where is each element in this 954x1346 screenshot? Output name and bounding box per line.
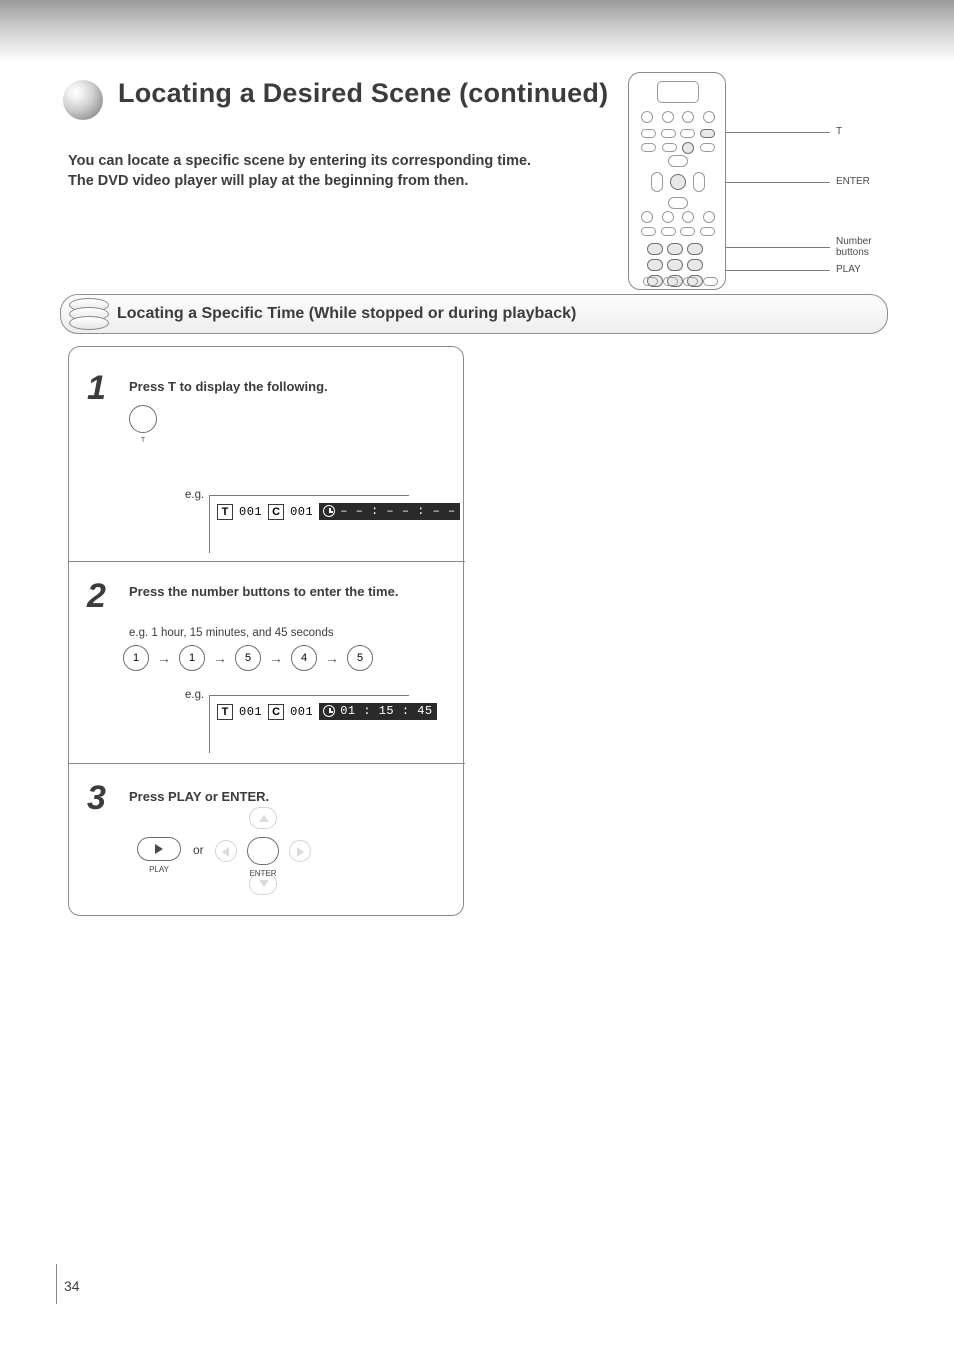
play-label: PLAY <box>137 865 181 874</box>
disc-stack-icon <box>69 298 109 330</box>
osd-title-num: 001 <box>239 505 262 519</box>
section-bar-text: Locating a Specific Time (While stopped … <box>117 305 576 323</box>
c-icon: C <box>268 504 284 520</box>
top-gradient <box>0 0 954 62</box>
steps-column: 1 Press T to display the following. T e.… <box>68 346 464 916</box>
page-subtitle: You can locate a specific scene by enter… <box>68 152 568 191</box>
leader-line <box>726 270 830 271</box>
osd-chapter-num: 001 <box>290 705 313 719</box>
t-button-icon <box>129 405 157 433</box>
sphere-bullet <box>63 80 103 120</box>
step-2-eg-a: e.g. 1 hour, 15 minutes, and 45 seconds <box>129 627 334 639</box>
numkey-icon: 5 <box>347 645 373 671</box>
step-1-osd: T 001 C 001 – – : – – : – – <box>217 503 460 520</box>
numkey-icon: 1 <box>123 645 149 671</box>
dpad-icon <box>215 807 311 895</box>
leader-line <box>726 132 830 133</box>
t-button-label: T <box>129 437 157 444</box>
remote-label-numbers: Number buttons <box>836 236 896 258</box>
c-icon: C <box>268 704 284 720</box>
page-number: 34 <box>64 1278 80 1294</box>
osd-chapter-num: 001 <box>290 505 313 519</box>
remote-label-play: PLAY <box>836 264 861 275</box>
arrow-icon: → <box>157 650 171 666</box>
remote-label-t: T <box>836 126 842 137</box>
step-3-number: 3 <box>87 779 106 818</box>
number-sequence: 1 → 1 → 5 → 4 → 5 <box>123 645 373 671</box>
t-icon: T <box>217 504 233 520</box>
numkey-icon: 4 <box>291 645 317 671</box>
play-button-icon <box>137 837 181 861</box>
clock-icon <box>323 505 335 517</box>
leader-line <box>726 247 830 248</box>
osd-time: 01 : 15 : 45 <box>340 704 432 718</box>
leader-line <box>726 182 830 183</box>
remote-illustration <box>628 72 726 290</box>
arrow-icon: → <box>325 650 339 666</box>
step-2-osd: T 001 C 001 01 : 15 : 45 <box>217 703 437 720</box>
step-1-text: Press T to display the following. <box>129 379 328 394</box>
step-2-eg-b: e.g. <box>185 689 204 701</box>
or-text: or <box>193 843 204 857</box>
step-2-text: Press the number buttons to enter the ti… <box>129 583 429 601</box>
osd-time-box: – – : – – : – – <box>319 503 460 520</box>
step-3-text: Press PLAY or ENTER. <box>129 789 269 804</box>
osd-time: – – : – – : – – <box>340 504 456 518</box>
enter-label: ENTER <box>247 869 279 878</box>
divider <box>69 763 465 764</box>
numkey-icon: 1 <box>179 645 205 671</box>
step-2-number: 2 <box>87 577 106 616</box>
remote-label-enter: ENTER <box>836 176 870 187</box>
clock-icon <box>323 705 335 717</box>
osd-time-box: 01 : 15 : 45 <box>319 703 436 720</box>
divider <box>69 561 465 562</box>
osd-title-num: 001 <box>239 705 262 719</box>
step-1-eg-label: e.g. <box>185 489 204 501</box>
t-icon: T <box>217 704 233 720</box>
arrow-icon: → <box>269 650 283 666</box>
section-bar: Locating a Specific Time (While stopped … <box>60 294 888 334</box>
arrow-icon: → <box>213 650 227 666</box>
page-title: Locating a Desired Scene (continued) <box>118 78 608 109</box>
step-1-number: 1 <box>87 369 106 408</box>
numkey-icon: 5 <box>235 645 261 671</box>
